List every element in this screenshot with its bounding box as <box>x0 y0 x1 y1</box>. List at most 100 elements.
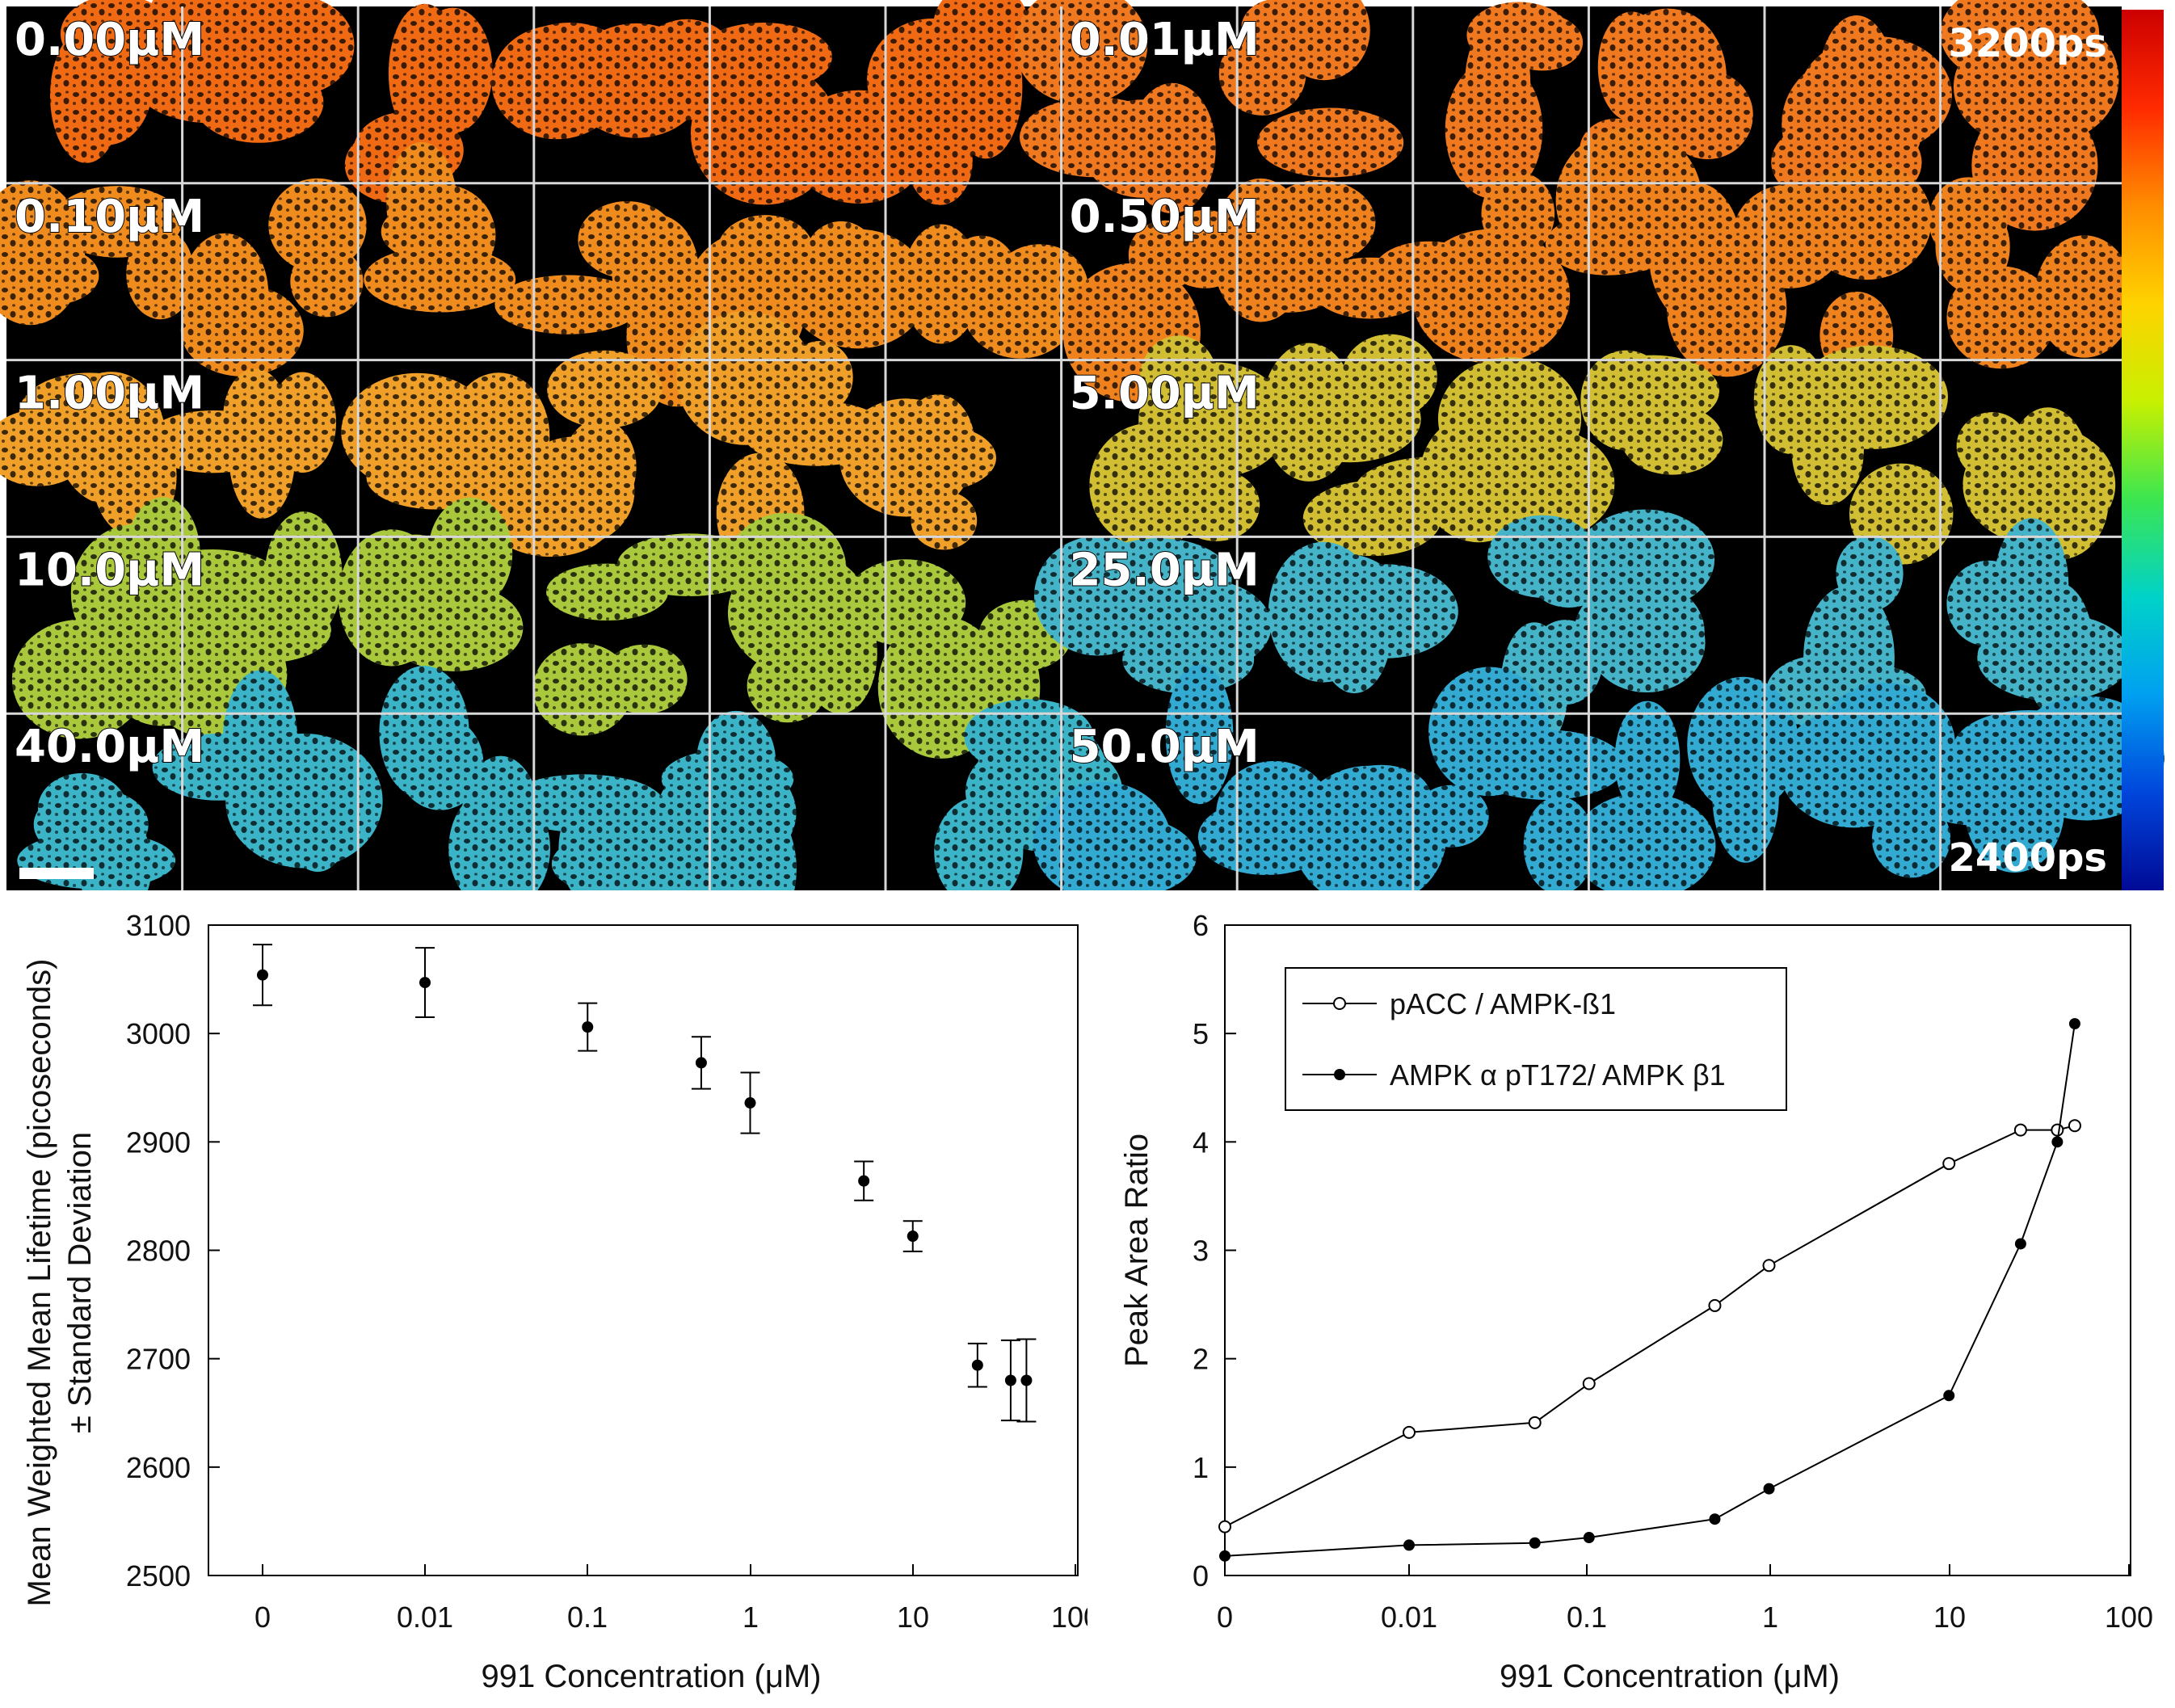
x-tick-label: 10 <box>1933 1601 1966 1634</box>
cell-nuclei <box>1588 549 1689 629</box>
data-point <box>2014 1238 2026 1250</box>
x-tick-label: 0.01 <box>397 1601 453 1634</box>
y-tick-label: 3100 <box>126 909 191 942</box>
cell-nuclei <box>1469 730 1625 800</box>
data-points <box>253 944 1037 1423</box>
cell-nuclei <box>1946 266 2056 369</box>
concentration-label: 50.0μM <box>1070 721 1260 773</box>
cell-nuclei <box>1014 0 1148 104</box>
legend-marker <box>1333 997 1346 1010</box>
data-point <box>2051 1123 2064 1137</box>
series-pacc <box>1218 1119 2081 1533</box>
cell-nuclei <box>3 246 99 305</box>
cell-nuclei <box>193 61 324 143</box>
cell-nuclei <box>1216 760 1333 867</box>
cell-nuclei <box>839 398 973 517</box>
data-point-with-error-bar <box>902 1220 923 1252</box>
data-point <box>971 1359 983 1371</box>
series-line <box>1224 1023 2076 1557</box>
cell-nuclei <box>1257 107 1404 178</box>
concentration-label: 10.0μM <box>15 544 204 596</box>
data-point <box>419 977 431 989</box>
cell-nuclei <box>1782 55 1923 193</box>
data-point <box>1219 1550 1231 1562</box>
cell-colony-tile <box>364 141 516 313</box>
cell-nuclei <box>379 666 469 799</box>
legend-label: pACC / AMPK-ß1 <box>1390 987 1616 1020</box>
data-point-with-error-bar <box>253 944 272 1007</box>
cell-nuclei <box>0 410 91 486</box>
cell-nuclei <box>1331 764 1432 829</box>
cell-colony-tile <box>17 772 176 890</box>
cell-nuclei <box>547 350 663 428</box>
y-tick-label: 2800 <box>126 1235 191 1268</box>
cell-nuclei <box>844 559 966 646</box>
data-point <box>1583 1532 1595 1544</box>
cell-nuclei <box>229 392 296 519</box>
data-point <box>1582 1377 1596 1390</box>
cell-nuclei <box>551 832 680 890</box>
data-point <box>907 1231 919 1243</box>
series-line <box>1224 1125 2076 1528</box>
x-tick-label: 0.1 <box>1567 1601 1607 1634</box>
concentration-label: 25.0μM <box>1070 544 1260 596</box>
data-point <box>1762 1259 1776 1273</box>
cell-nuclei <box>1483 429 1615 539</box>
cell-nuclei <box>1059 817 1197 890</box>
cell-colony-tile <box>1261 334 1441 557</box>
cell-nuclei <box>1445 59 1543 200</box>
data-point <box>2068 1119 2081 1133</box>
tile-grid-lines <box>6 6 2122 890</box>
flim-micrograph-montage: 0.00μM 0.01μM 0.10μM 0.50μM 1.00μM 5.00μM 10.0… <box>0 0 2164 890</box>
cell-nuclei <box>1414 785 1489 848</box>
x-tick-label: 0.1 <box>567 1601 608 1634</box>
cell-colony-tile <box>1929 177 2135 369</box>
data-point <box>1529 1537 1541 1549</box>
y-tick-label: 3000 <box>126 1017 191 1050</box>
data-point <box>1943 1390 1955 1402</box>
data-point-with-error-bar <box>1016 1338 1037 1423</box>
x-tick-label: 100 <box>1051 1601 1088 1634</box>
x-tick-label: 0 <box>255 1601 271 1634</box>
data-point <box>1942 1157 1956 1171</box>
data-point <box>1218 1520 1231 1533</box>
cell-colony-tile <box>1771 15 1953 209</box>
cell-colony-tile <box>1033 664 1234 890</box>
x-tick-label: 0 <box>1217 1601 1233 1634</box>
concentration-label: 5.00μM <box>1070 368 1260 420</box>
plot-frame <box>208 924 1079 1576</box>
y-tick-label: 0 <box>1193 1559 1209 1592</box>
cell-nuclei <box>1712 730 1779 863</box>
cell-nuclei <box>494 275 642 334</box>
cell-colony-tile <box>1753 345 1954 565</box>
cell-nuclei <box>1172 469 1260 541</box>
data-point <box>257 969 268 981</box>
data-point-with-error-bar <box>1000 1339 1020 1422</box>
cell-colony-tile <box>902 224 1088 359</box>
y-tick-label: 2700 <box>126 1343 191 1376</box>
cell-colony-tile <box>1355 357 1615 543</box>
y-tick-label: 2 <box>1193 1343 1209 1376</box>
cell-nuclei <box>378 534 455 608</box>
concentration-label: 0.01μM <box>1070 14 1260 66</box>
cell-nuclei <box>1953 26 2104 148</box>
cell-nuclei <box>1342 334 1437 419</box>
y-tick-label: 5 <box>1193 1017 1209 1050</box>
data-point-with-error-bar <box>691 1036 711 1090</box>
cell-colony-tile <box>1580 350 1723 475</box>
legend-box <box>1285 967 1787 1111</box>
data-point <box>1403 1425 1416 1439</box>
cell-nuclei <box>1165 664 1234 805</box>
cell-nuclei <box>1218 32 1306 116</box>
cell-nuclei <box>1139 335 1218 422</box>
cell-colony-tile <box>1414 667 1625 890</box>
cell-nuclei <box>616 533 763 596</box>
cell-nuclei <box>787 229 929 349</box>
y-tick-label: 6 <box>1193 909 1209 942</box>
cell-nuclei <box>1572 793 1716 890</box>
legend: pACC / AMPK-ß1 AMPK α pT172/ AMPK β1 <box>1285 967 1787 1111</box>
cell-nuclei <box>709 800 797 890</box>
legend-marker <box>1334 1069 1345 1080</box>
data-point <box>1528 1416 1542 1429</box>
y-axis-label: Peak Area Ratio <box>1119 1134 1155 1367</box>
